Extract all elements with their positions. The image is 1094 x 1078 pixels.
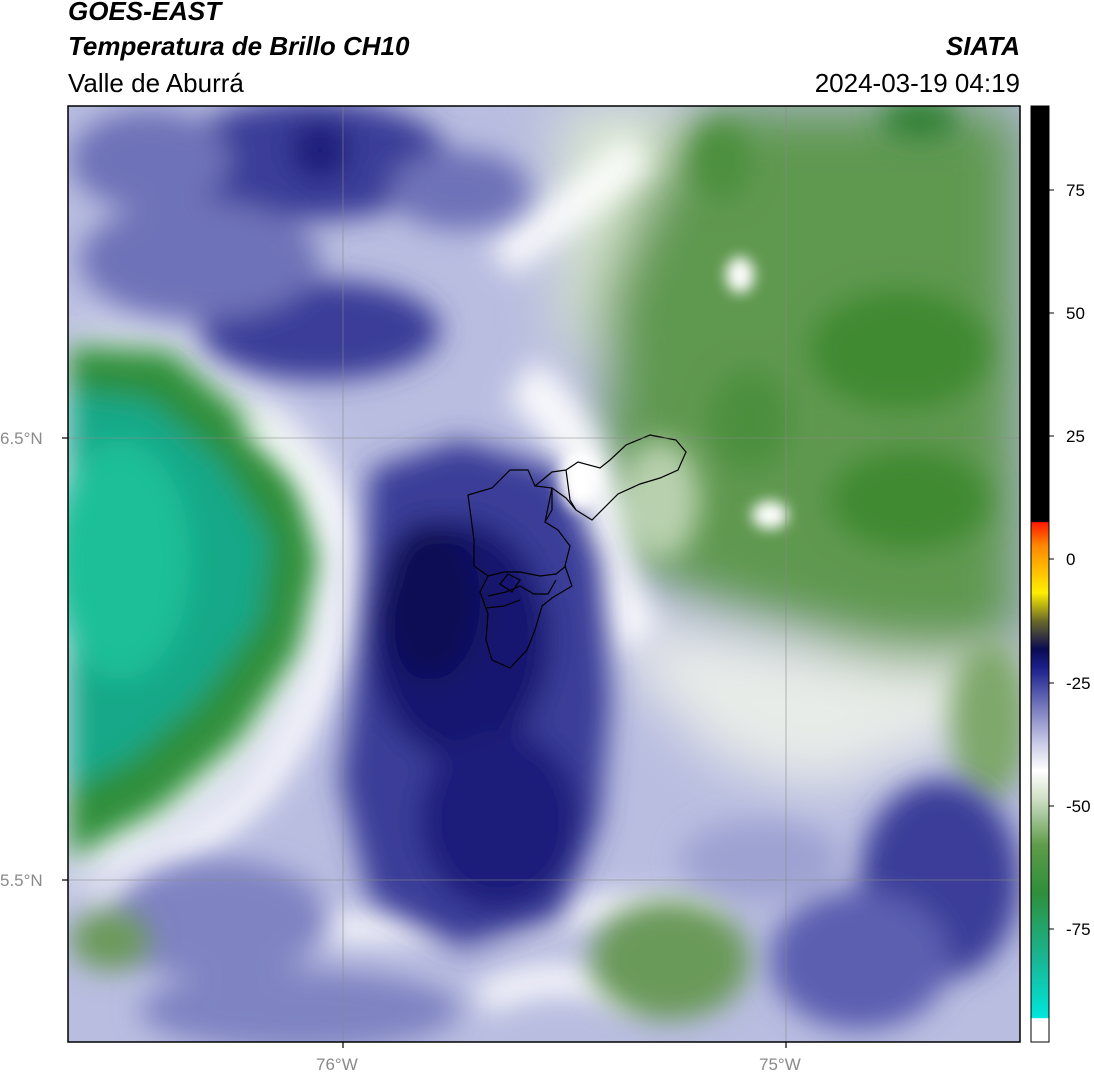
colorbar (1030, 105, 1054, 1043)
satellite-title: GOES-EAST (68, 0, 222, 26)
region-label: Valle de Aburrá (68, 68, 244, 98)
colorbar-tick-label: -50 (1066, 797, 1091, 816)
brightness-temperature-field (68, 106, 1020, 1042)
datetime-label: 2024-03-19 04:19 (814, 68, 1020, 98)
colorbar-tick-label: 25 (1066, 427, 1085, 446)
lon-label: 75°W (759, 1055, 801, 1074)
lat-label: 5.5°N (0, 871, 43, 890)
colorbar-tick-label: 75 (1066, 181, 1085, 200)
lat-label: 6.5°N (0, 429, 43, 448)
municipal-boundaries (467, 434, 687, 669)
colorbar-tick-label: -25 (1066, 674, 1091, 693)
map-frame (67, 105, 1021, 1043)
product-title: Temperatura de Brillo CH10 (68, 31, 410, 61)
colorbar-tick-label: 0 (1066, 550, 1076, 569)
colorbar-tick-label: 50 (1066, 304, 1085, 323)
graticule (68, 106, 1020, 1042)
lon-label: 76°W (316, 1055, 358, 1074)
colorbar-tick-label: -75 (1066, 920, 1091, 939)
agency-label: SIATA (945, 31, 1020, 61)
